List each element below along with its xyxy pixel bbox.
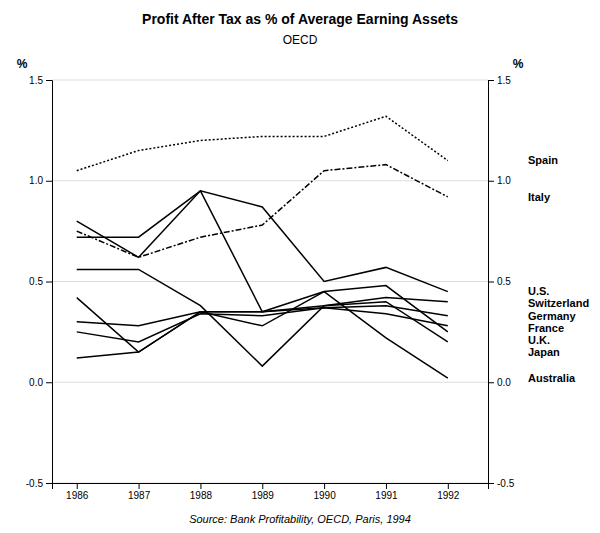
series-label: Switzerland	[528, 297, 589, 309]
series-line	[77, 116, 448, 170]
y-axis: -0.5 0.0 0.5 1.0 1.5	[26, 75, 53, 489]
tick-label: 1.0	[29, 175, 43, 186]
tick: -0.5	[488, 478, 515, 489]
tick-label: 1990	[313, 490, 336, 501]
source: Source: Bank Profitability, OECD, Paris,…	[189, 513, 411, 525]
tick: 1.0	[488, 175, 511, 186]
tick-label: 0.0	[29, 377, 43, 388]
series-line	[77, 191, 448, 292]
tick-mark	[488, 382, 494, 383]
y2-axis: -0.5 0.0 0.5 1.0 1.5	[488, 75, 515, 489]
x-axis: 1986 1987 1988 1989 1990 1991 1992	[53, 483, 489, 501]
tick-mark	[46, 483, 52, 484]
tick: 0.0	[488, 377, 511, 388]
y-axis-label: %	[17, 57, 28, 71]
tick-mark	[488, 483, 494, 484]
tick-label: 1.5	[497, 75, 511, 86]
plot: 1986 1987 1988 1989 1990 1991 1992 -0.5 0.0 0.5 1.…	[17, 57, 589, 501]
series-label: Germany	[528, 310, 577, 322]
tick-label: 1989	[252, 490, 275, 501]
axis-line	[489, 81, 495, 484]
grid-line	[52, 382, 488, 383]
tick-mark	[448, 483, 449, 489]
tick-mark	[200, 483, 201, 489]
tick-mark	[46, 282, 52, 283]
tick-label: 0.0	[497, 377, 511, 388]
axis-line	[53, 484, 489, 490]
axis-line	[46, 81, 53, 484]
tick-label: 1988	[190, 490, 213, 501]
tick: 1989	[252, 483, 275, 501]
grid-line	[52, 180, 488, 181]
tick-mark	[262, 483, 263, 489]
series-label: Australia	[528, 372, 576, 384]
tick-mark	[46, 382, 52, 383]
tick: -0.5	[26, 478, 52, 489]
tick: 1990	[313, 483, 336, 501]
tick-mark	[46, 181, 52, 182]
tick-label: 1991	[375, 490, 398, 501]
tick-label: 1986	[66, 490, 89, 501]
series-line	[77, 302, 448, 358]
tick: 1988	[190, 483, 213, 501]
series-line	[77, 191, 448, 332]
series-label: Italy	[528, 191, 551, 203]
grid-line	[52, 80, 488, 81]
tick-mark	[77, 483, 78, 489]
tick-mark	[488, 80, 494, 81]
series-label: France	[528, 322, 564, 334]
tick-mark	[324, 483, 325, 489]
series-label: U.K.	[528, 334, 550, 346]
tick: 1987	[128, 483, 151, 501]
tick-mark	[139, 483, 140, 489]
tick: 1991	[375, 483, 398, 501]
series-line	[77, 269, 448, 366]
tick-label: -0.5	[26, 478, 44, 489]
tick-mark	[386, 483, 387, 489]
tick: 1986	[66, 483, 89, 501]
series-labels: Spain Italy U.S.SwitzerlandGermanyFranceU.…	[528, 154, 589, 384]
lines	[77, 116, 448, 378]
tick: 0.5	[29, 276, 52, 287]
series-line	[77, 308, 448, 342]
series-label: Japan	[528, 346, 560, 358]
tick-mark	[488, 181, 494, 182]
tick-mark	[488, 282, 494, 283]
tick-mark	[46, 80, 52, 81]
tick-label: -0.5	[497, 478, 515, 489]
grid	[52, 80, 488, 483]
series-label: U.S.	[528, 285, 549, 297]
chart: Profit After Tax as % of Average Earning…	[0, 0, 600, 533]
tick-label: 0.5	[29, 276, 43, 287]
tick-label: 0.5	[497, 276, 511, 287]
tick-label: 1987	[128, 490, 151, 501]
tick: 1.5	[29, 75, 52, 86]
title: Profit After Tax as % of Average Earning…	[142, 11, 458, 27]
tick: 0.0	[29, 377, 52, 388]
series-line	[77, 165, 448, 258]
tick: 0.5	[488, 276, 511, 287]
tick: 1992	[437, 483, 460, 501]
tick-label: 1.5	[29, 75, 43, 86]
tick: 1.0	[29, 175, 52, 186]
y2-axis-label: %	[513, 57, 524, 71]
series-label: Spain	[528, 154, 558, 166]
tick: 1.5	[488, 75, 511, 86]
tick-label: 1.0	[497, 175, 511, 186]
subtitle: OECD	[283, 33, 318, 47]
tick-label: 1992	[437, 490, 460, 501]
